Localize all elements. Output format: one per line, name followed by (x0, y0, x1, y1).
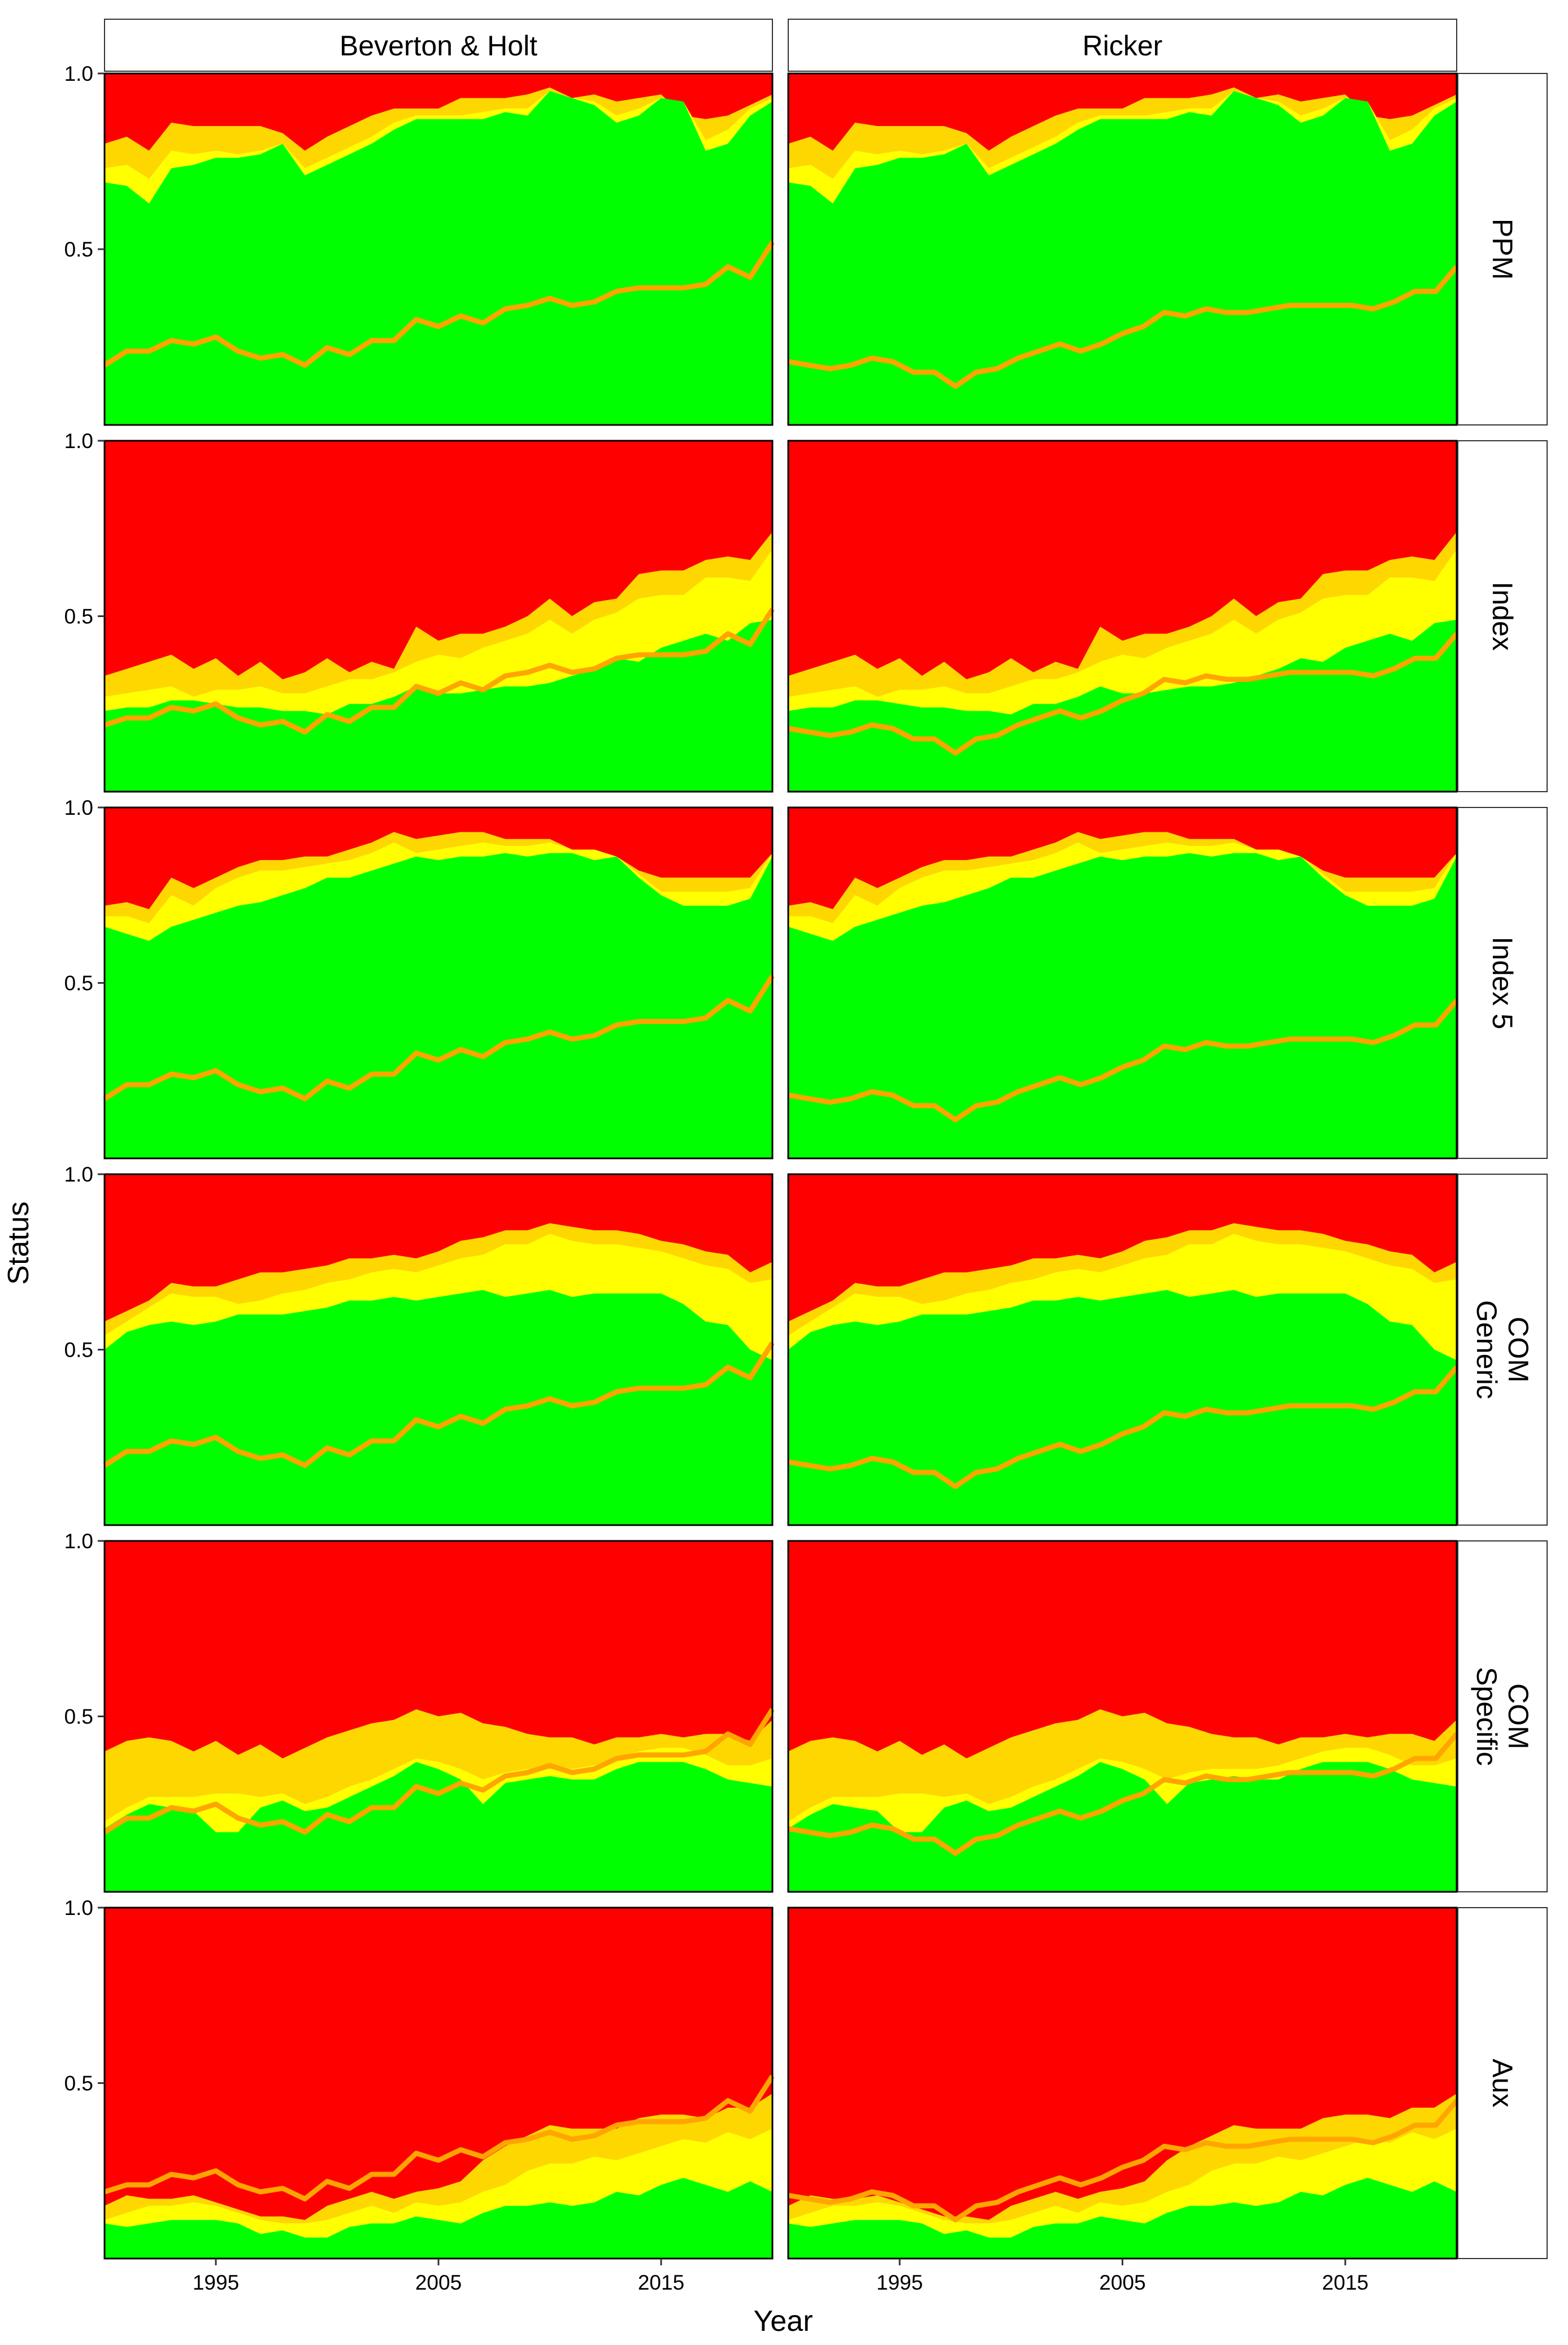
gold-band-r5c1 (105, 1709, 772, 1822)
row-strip-4 (1457, 1174, 1548, 1526)
yellow-band-r2c2 (788, 549, 1457, 715)
green-band-r5c2 (788, 1762, 1457, 1892)
status-line-r3c2 (788, 998, 1459, 1123)
row-strip-2 (1457, 440, 1548, 792)
red-band-r6c1 (105, 1908, 772, 2220)
x-tick-label-c1-3: 2015 (638, 2271, 684, 2294)
y-tick-label-r6-1: 0.5 (64, 2072, 93, 2095)
red-band-r4c1 (105, 1174, 772, 1322)
red-band-r1c1 (105, 73, 772, 151)
status-line-r3c1 (103, 974, 775, 1101)
yellow-band-r2c1 (105, 549, 772, 715)
gold-band-r1c2 (788, 87, 1457, 179)
column-strip-1 (104, 19, 773, 72)
x-tick-label-c2-2: 2005 (1099, 2271, 1145, 2294)
yellow-band-r3c2 (788, 843, 1457, 941)
status-line-r6c1 (103, 2074, 775, 2201)
gold-band-r1c1 (105, 87, 772, 179)
green-band-r6c1 (105, 2178, 772, 2259)
row-strip-label-4: COMGeneric (1471, 1300, 1534, 1399)
yellow-band-r4c2 (788, 1234, 1457, 1361)
panel-border-r2c2 (787, 440, 1458, 793)
yellow-band-r6c2 (788, 2129, 1457, 2238)
panel-border-r5c2 (787, 1540, 1458, 1893)
row-strip-label-2: Index (1487, 581, 1518, 650)
row-strip-1 (1457, 73, 1548, 425)
red-band-r2c1 (105, 441, 772, 680)
status-line-r5c2 (788, 1732, 1459, 1856)
green-band-r2c1 (105, 619, 772, 792)
column-strip-2 (788, 19, 1457, 72)
green-band-r5c1 (105, 1762, 772, 1892)
y-tick-label-r4-2: 1.0 (64, 1163, 93, 1186)
status-line-r4c2 (788, 1365, 1459, 1489)
red-band-r2c2 (788, 441, 1457, 680)
y-tick-label-r4-1: 0.5 (64, 1339, 93, 1362)
gold-band-r6c1 (105, 2094, 772, 2224)
green-band-r1c1 (105, 91, 772, 425)
y-tick-label-r2-1: 0.5 (64, 605, 93, 628)
row-strip-6 (1457, 1907, 1548, 2259)
green-band-r3c1 (105, 853, 772, 1158)
yellow-band-r5c2 (788, 1748, 1457, 1832)
y-tick-label-r3-1: 0.5 (64, 972, 93, 995)
y-tick-label-r5-1: 0.5 (64, 1705, 93, 1729)
y-axis-label: Status (2, 1201, 35, 1284)
x-tick-label-c1-1: 1995 (193, 2271, 239, 2294)
red-band-r3c1 (105, 807, 772, 910)
status-line-r2c2 (788, 632, 1459, 756)
y-tick-label-r2-2: 1.0 (64, 429, 93, 453)
gold-band-r5c2 (788, 1709, 1457, 1822)
column-strip-label-2: Ricker (1083, 30, 1163, 62)
x-tick-label-c2-3: 2015 (1322, 2271, 1369, 2294)
yellow-band-r5c1 (105, 1748, 772, 1832)
y-tick-label-r3-2: 1.0 (64, 796, 93, 819)
row-strip-label-5: COMSpecific (1471, 1667, 1534, 1766)
red-band-r6c2 (788, 1908, 1457, 2220)
row-strip-label-3: Index 5 (1487, 936, 1518, 1029)
green-band-r4c1 (105, 1289, 772, 1525)
panel-border-r1c2 (787, 72, 1458, 426)
gold-band-r2c2 (788, 532, 1457, 697)
status-line-r2c1 (103, 607, 775, 735)
red-band-r1c2 (788, 73, 1457, 151)
status-line-r5c1 (103, 1708, 775, 1835)
row-strip-label-1: PPM (1487, 219, 1518, 280)
red-band-r4c2 (788, 1174, 1457, 1322)
status-line-r6c2 (788, 2099, 1459, 2223)
x-tick-label-c2-1: 1995 (876, 2271, 923, 2294)
row-strip-5 (1457, 1540, 1548, 1892)
red-band-r3c2 (788, 807, 1457, 910)
green-band-r1c2 (788, 91, 1457, 425)
x-tick-label-c1-2: 2005 (415, 2271, 462, 2294)
yellow-band-r4c1 (105, 1234, 772, 1361)
yellow-band-r3c1 (105, 843, 772, 941)
panel-border-r4c2 (787, 1173, 1458, 1526)
green-band-r2c2 (788, 619, 1457, 792)
y-tick-label-r6-2: 1.0 (64, 1896, 93, 1920)
y-tick-label-r5-2: 1.0 (64, 1530, 93, 1553)
panel-border-r3c2 (787, 806, 1458, 1160)
green-band-r4c2 (788, 1289, 1457, 1525)
red-band-r5c2 (788, 1541, 1457, 1758)
green-band-r3c2 (788, 853, 1457, 1158)
status-line-r4c1 (103, 1341, 775, 1468)
column-strip-label-1: Beverton & Holt (340, 30, 537, 62)
y-tick-label-r1-2: 1.0 (64, 62, 93, 85)
x-axis-label: Year (753, 2305, 813, 2338)
y-tick-label-r1-1: 0.5 (64, 238, 93, 261)
status-line-r1c2 (788, 265, 1459, 389)
red-band-r5c1 (105, 1541, 772, 1758)
gold-band-r6c2 (788, 2094, 1457, 2224)
status-line-r1c1 (103, 241, 775, 368)
yellow-band-r6c1 (105, 2129, 772, 2238)
row-strip-3 (1457, 807, 1548, 1159)
gold-band-r2c1 (105, 532, 772, 697)
row-strip-label-6: Aux (1487, 2059, 1518, 2107)
green-band-r6c2 (788, 2178, 1457, 2259)
